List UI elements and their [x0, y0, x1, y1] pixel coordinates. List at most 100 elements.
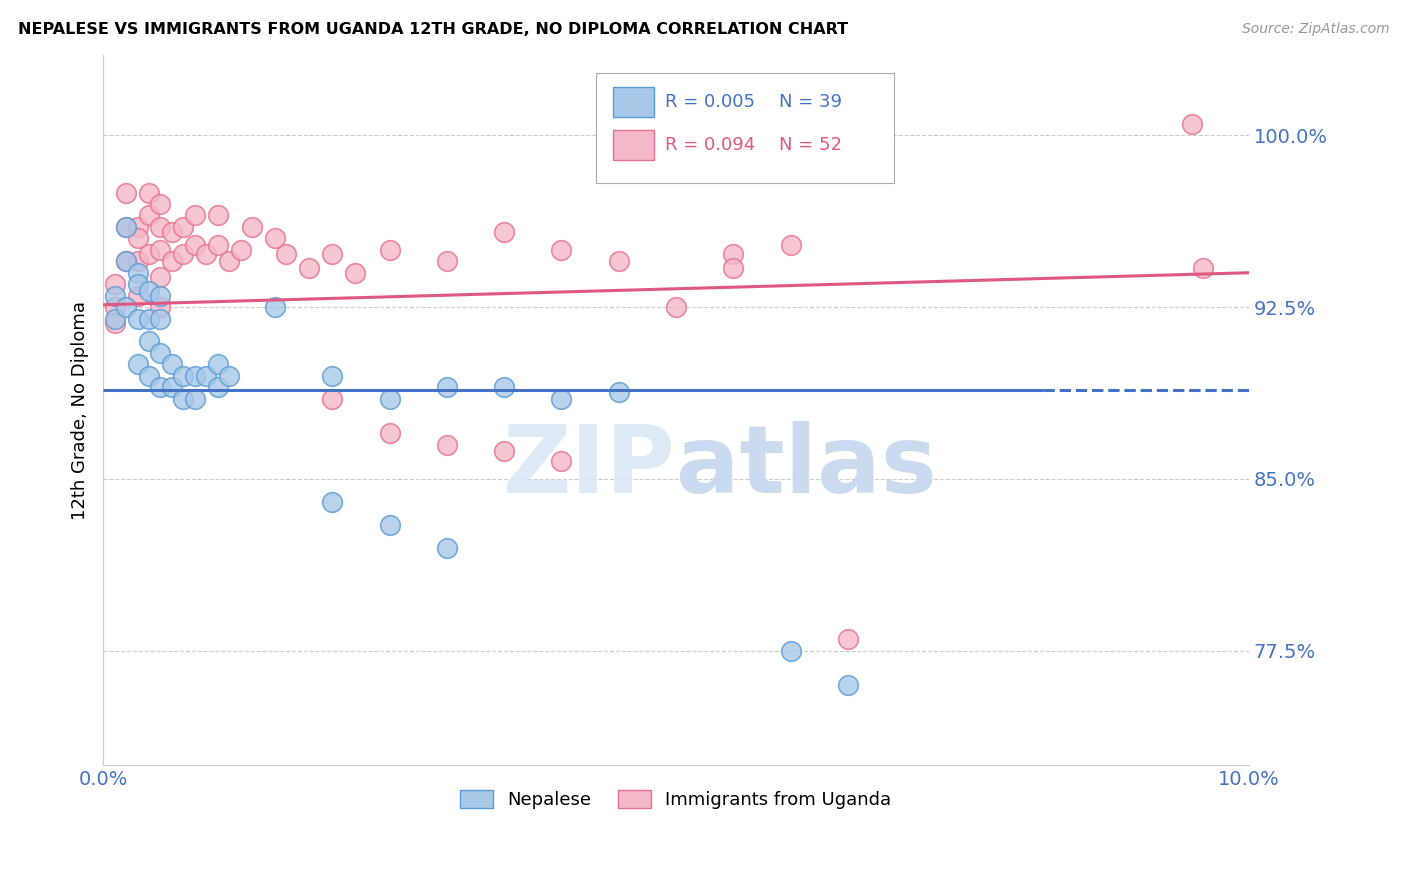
Point — [138, 368, 160, 383]
Point — [494, 444, 516, 458]
Point — [127, 266, 149, 280]
Point — [172, 392, 194, 406]
Point — [149, 311, 172, 326]
Point — [723, 261, 745, 276]
Point — [115, 300, 138, 314]
Point — [149, 197, 172, 211]
Point — [103, 277, 125, 292]
Point — [321, 368, 343, 383]
Point — [207, 238, 229, 252]
Point — [378, 243, 401, 257]
Point — [149, 288, 172, 302]
Text: R = 0.094: R = 0.094 — [665, 136, 755, 153]
Point — [103, 311, 125, 326]
Point — [115, 254, 138, 268]
Point — [172, 219, 194, 234]
Text: N = 52: N = 52 — [779, 136, 842, 153]
Point — [550, 392, 572, 406]
Point — [195, 368, 218, 383]
Point — [127, 288, 149, 302]
Point — [240, 219, 263, 234]
Text: ZIP: ZIP — [503, 421, 676, 513]
Text: atlas: atlas — [676, 421, 936, 513]
Point — [298, 261, 321, 276]
Point — [321, 495, 343, 509]
Point — [115, 219, 138, 234]
Point — [184, 238, 207, 252]
Point — [378, 392, 401, 406]
Legend: Nepalese, Immigrants from Uganda: Nepalese, Immigrants from Uganda — [453, 783, 898, 816]
Point — [229, 243, 252, 257]
Point — [1180, 117, 1202, 131]
Point — [344, 266, 367, 280]
Point — [127, 357, 149, 371]
Text: Source: ZipAtlas.com: Source: ZipAtlas.com — [1241, 22, 1389, 37]
Text: R = 0.005: R = 0.005 — [665, 93, 755, 111]
Point — [127, 254, 149, 268]
Point — [127, 311, 149, 326]
Point — [436, 541, 458, 555]
Point — [184, 392, 207, 406]
Point — [103, 300, 125, 314]
Point — [127, 219, 149, 234]
Point — [779, 238, 801, 252]
Point — [149, 243, 172, 257]
Point — [436, 380, 458, 394]
Point — [723, 247, 745, 261]
FancyBboxPatch shape — [596, 73, 894, 183]
Text: NEPALESE VS IMMIGRANTS FROM UGANDA 12TH GRADE, NO DIPLOMA CORRELATION CHART: NEPALESE VS IMMIGRANTS FROM UGANDA 12TH … — [18, 22, 848, 37]
Point — [138, 209, 160, 223]
Point — [184, 209, 207, 223]
FancyBboxPatch shape — [613, 129, 654, 160]
Point — [436, 254, 458, 268]
Point — [264, 300, 287, 314]
Point — [115, 219, 138, 234]
Point — [138, 334, 160, 349]
Y-axis label: 12th Grade, No Diploma: 12th Grade, No Diploma — [72, 301, 89, 520]
Point — [207, 209, 229, 223]
Point — [218, 254, 240, 268]
Point — [494, 225, 516, 239]
Point — [172, 247, 194, 261]
Point — [218, 368, 240, 383]
Text: N = 39: N = 39 — [779, 93, 842, 111]
Point — [138, 247, 160, 261]
Point — [378, 426, 401, 441]
Point — [607, 254, 630, 268]
Point — [160, 225, 183, 239]
Point — [115, 254, 138, 268]
Point — [665, 300, 688, 314]
Point — [837, 678, 859, 692]
Point — [264, 231, 287, 245]
Point — [184, 368, 207, 383]
Point — [1192, 261, 1215, 276]
Point — [321, 392, 343, 406]
Point — [436, 437, 458, 451]
Point — [115, 186, 138, 200]
Point — [837, 632, 859, 647]
FancyBboxPatch shape — [613, 87, 654, 117]
Point — [160, 357, 183, 371]
Point — [207, 357, 229, 371]
Point — [149, 300, 172, 314]
Point — [378, 517, 401, 532]
Point — [321, 247, 343, 261]
Point — [149, 346, 172, 360]
Point — [138, 311, 160, 326]
Point — [607, 384, 630, 399]
Point — [160, 380, 183, 394]
Point — [494, 380, 516, 394]
Point — [149, 380, 172, 394]
Point — [138, 284, 160, 298]
Point — [127, 231, 149, 245]
Point — [160, 254, 183, 268]
Point — [149, 270, 172, 285]
Point — [779, 643, 801, 657]
Point — [172, 368, 194, 383]
Point — [550, 453, 572, 467]
Point — [550, 243, 572, 257]
Point — [149, 219, 172, 234]
Point — [103, 316, 125, 330]
Point — [103, 288, 125, 302]
Point — [276, 247, 298, 261]
